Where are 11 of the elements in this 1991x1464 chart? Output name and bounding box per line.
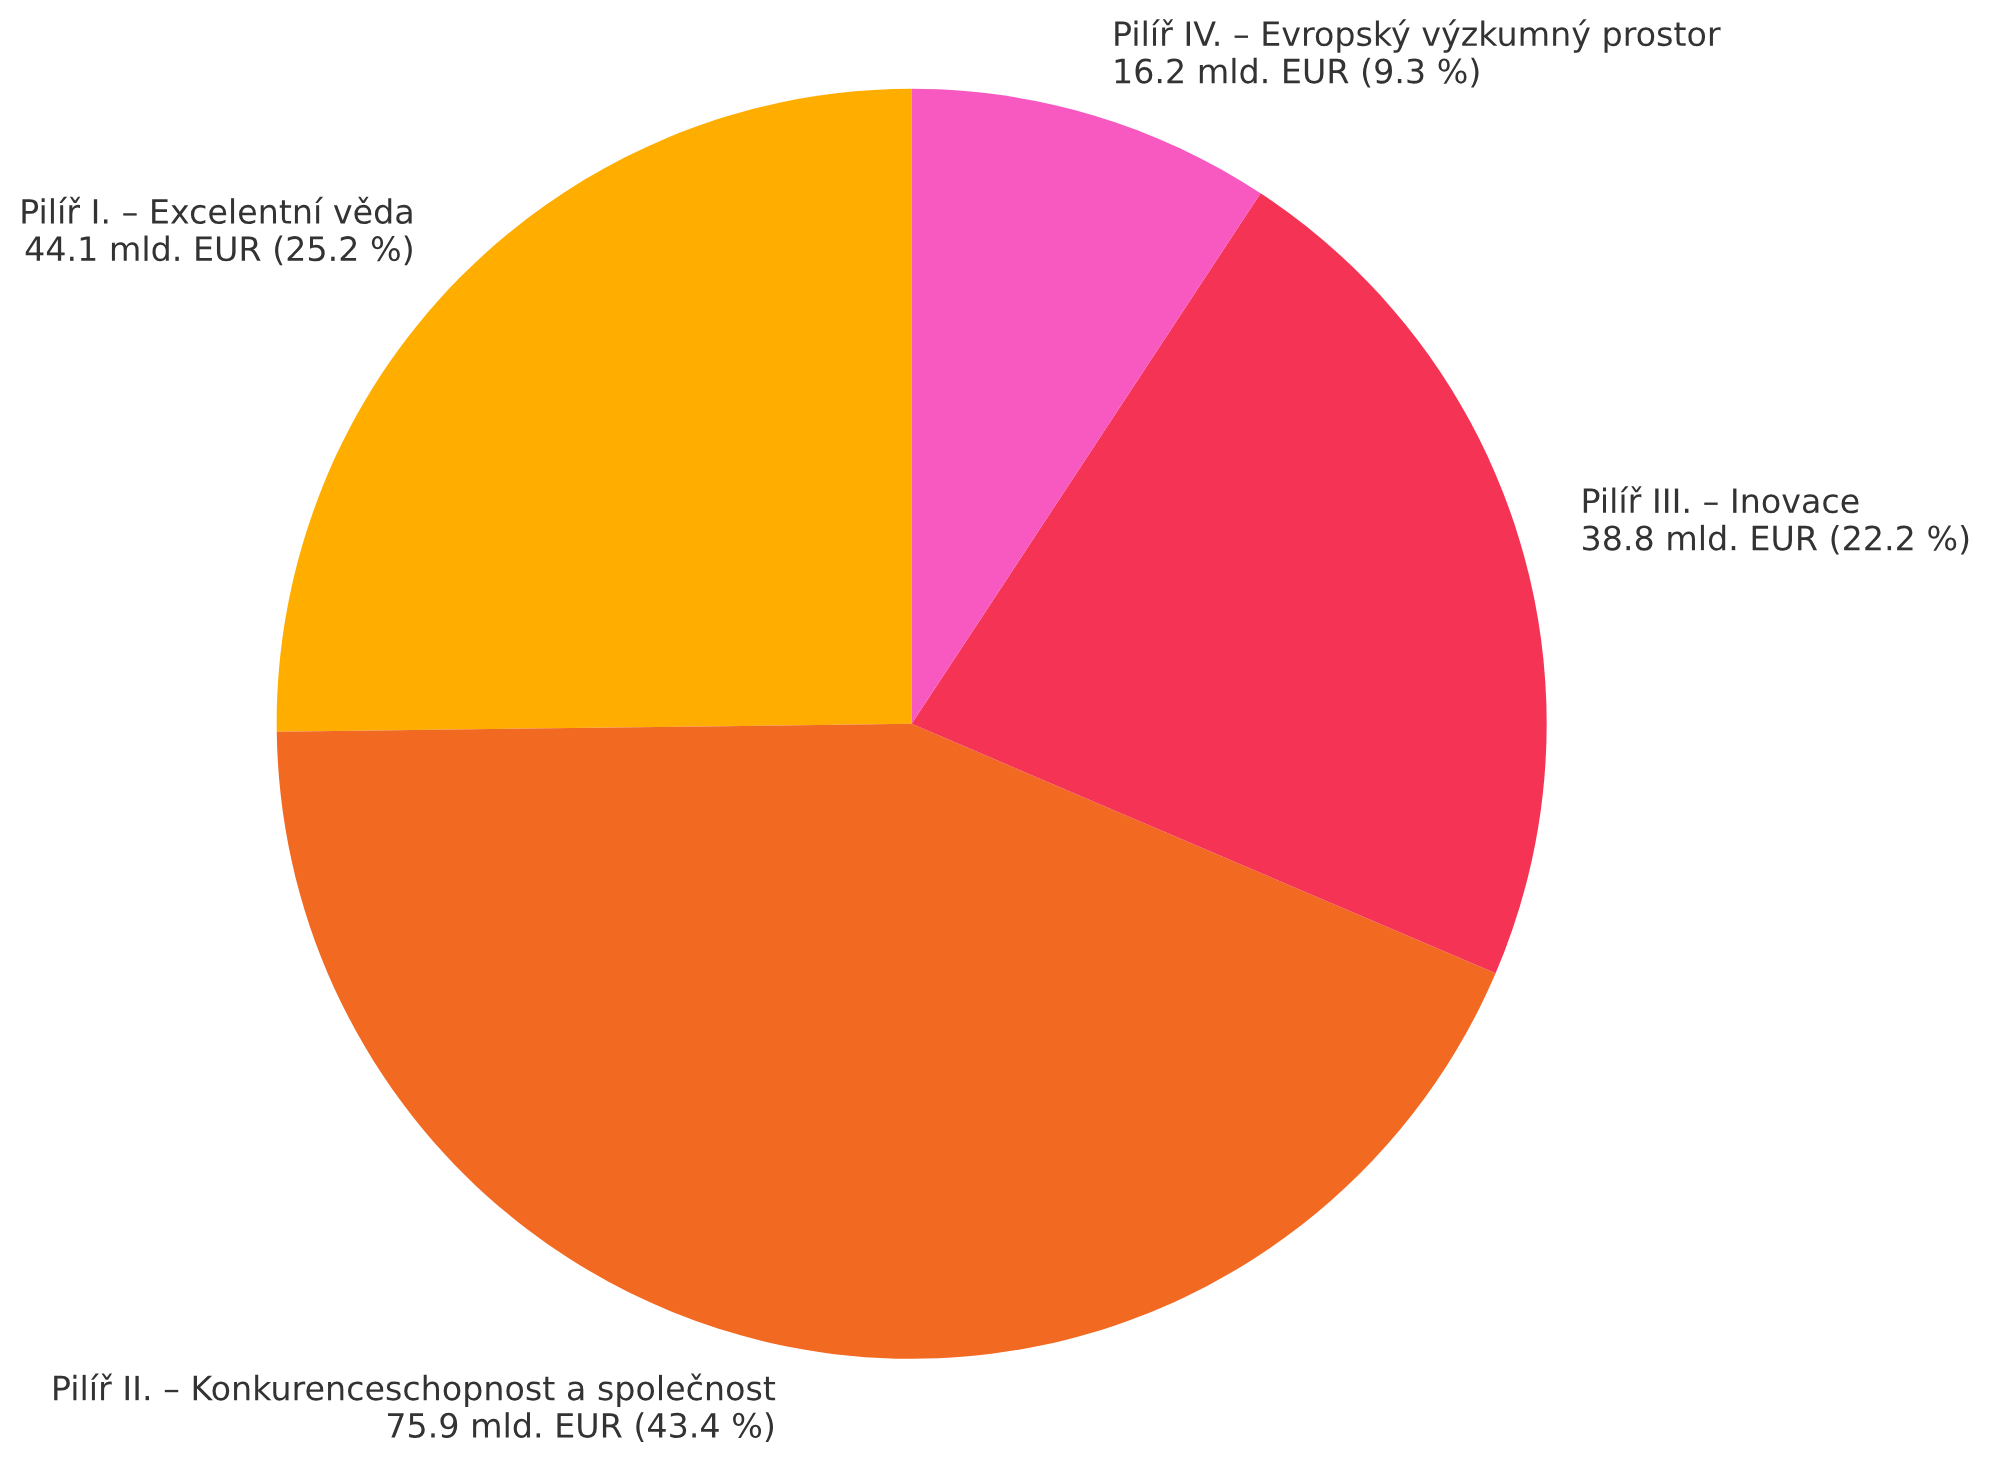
- pie-slice: [911, 88, 1261, 724]
- data-label: 75.9 mld. EUR (43.4 %): [388, 1412, 774, 1442]
- pie-slice: [911, 193, 1547, 974]
- slice-label: Pilíř II. – Konkurenceschopnost a společnost: [54, 1373, 776, 1408]
- pie-slice: [276, 723, 1496, 1359]
- data-label: 38.8 mld. EUR (22.2 %): [1583, 524, 1969, 555]
- slice-label: Pilíř IV. – Evropský výzkumný prostor: [1115, 19, 1721, 53]
- data-label: 44.1 mld. EUR (25.2 %): [25, 235, 412, 266]
- slice-label: Pilíř I. – Excelentní věda: [22, 196, 412, 225]
- data-label: 16.2 mld. EUR (9.3 %): [1115, 57, 1479, 88]
- slice-label: Pilíř III. – Inovace: [1583, 486, 1859, 514]
